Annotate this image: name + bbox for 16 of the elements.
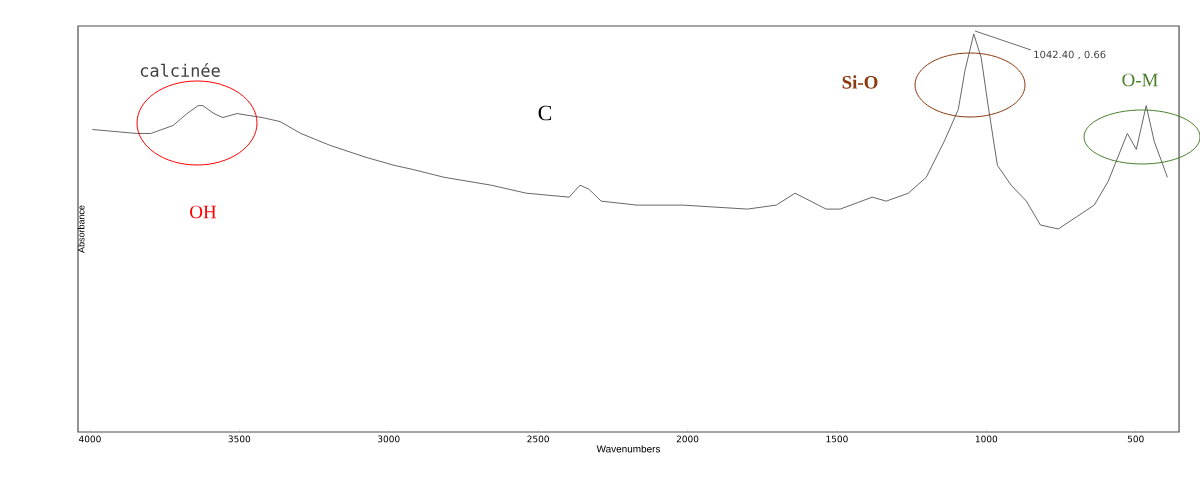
annotation: OH [190, 205, 217, 219]
annotation: O-M [1122, 73, 1158, 87]
x-tick-label: 4000 [78, 435, 101, 443]
x-tick-label: 2000 [676, 435, 699, 443]
x-tick-label: 1000 [975, 435, 998, 443]
x-axis-title: Wavenumbers [596, 445, 661, 453]
annotation: 1042.40 , 0.66 [1034, 50, 1106, 60]
x-tick-label: 3500 [228, 435, 251, 443]
x-tick-label: 1500 [826, 435, 848, 443]
x-tick-label: 500 [1127, 435, 1144, 443]
annotation: C [538, 105, 552, 121]
x-tick-label: 3000 [378, 435, 400, 443]
y-axis-title: Absorbance [77, 205, 85, 253]
annotation: calcinée [140, 63, 220, 77]
annotation: Si-O [842, 75, 878, 89]
x-tick-label: 2500 [527, 435, 549, 443]
